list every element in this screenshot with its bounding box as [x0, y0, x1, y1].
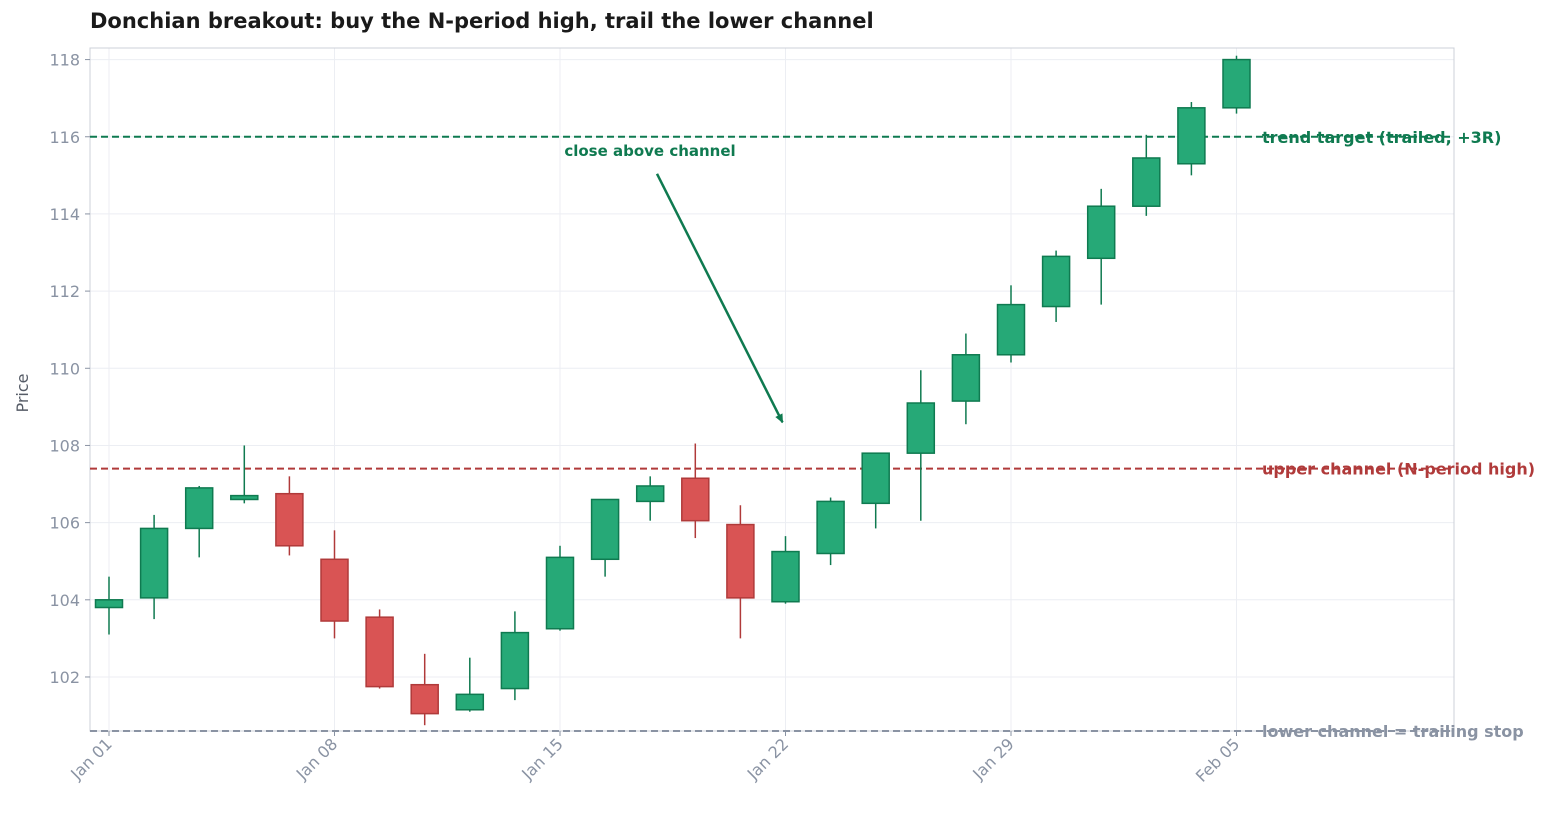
candle-up — [1132, 134, 1161, 216]
candle-down — [681, 443, 710, 539]
candle-up — [590, 498, 620, 577]
reference-line-label: upper channel (N-period high) — [1262, 460, 1535, 479]
candle-body — [365, 616, 394, 688]
candle-up — [139, 514, 169, 620]
x-tick-label: Jan 08 — [292, 734, 342, 784]
candles — [94, 55, 1251, 726]
candle-body — [1132, 157, 1161, 207]
y-tick-label: 104 — [49, 591, 80, 610]
candle-body — [726, 523, 755, 599]
candle-body — [1177, 107, 1206, 165]
candle-down — [275, 476, 304, 556]
candle-body — [455, 693, 485, 711]
candle-down — [410, 653, 439, 726]
candle-up — [861, 452, 890, 529]
y-tick-label: 106 — [49, 514, 80, 533]
candle-body — [590, 498, 620, 561]
y-tick-label: 112 — [49, 282, 80, 301]
candle-body — [500, 631, 530, 690]
candle-up — [1041, 250, 1071, 322]
candle-up — [771, 536, 800, 604]
x-tick-label: Jan 15 — [517, 734, 567, 784]
candle-body — [1086, 205, 1116, 260]
candle-up — [951, 333, 981, 425]
grid-lines — [90, 48, 1454, 731]
candle-up — [996, 285, 1026, 363]
candle-up — [94, 576, 124, 635]
candle-body — [996, 303, 1026, 356]
x-tick-label: Jan 29 — [968, 734, 1018, 784]
reference-line-label: lower channel = trailing stop — [1262, 722, 1524, 741]
candle-body — [410, 683, 439, 715]
candle-body — [681, 477, 710, 522]
y-tick-label: 102 — [49, 668, 80, 687]
candle-down — [365, 609, 394, 689]
y-tick-label: 110 — [49, 359, 80, 378]
annotation-label: close above channel — [564, 142, 735, 160]
candle-body — [1222, 58, 1251, 109]
candle-up — [184, 485, 214, 558]
candle-up — [816, 497, 845, 566]
y-axis-label: Price — [13, 373, 32, 412]
candle-up — [635, 476, 665, 521]
candle-down — [726, 505, 755, 639]
candle-up — [906, 370, 936, 521]
candle-up — [1086, 188, 1116, 305]
candle-up — [230, 445, 259, 504]
candle-up — [500, 611, 530, 701]
candle-body — [861, 452, 890, 505]
candle-body — [320, 558, 349, 622]
y-tick-label: 116 — [49, 128, 80, 147]
x-axis-ticks: Jan 01 Jan 08 Jan 15 Jan 22 Jan 29 Feb 05 — [66, 731, 1243, 786]
candle-up — [1222, 55, 1251, 114]
y-tick-label: 118 — [49, 51, 80, 70]
candle-up — [1177, 102, 1206, 176]
candle-down — [320, 530, 349, 639]
candle-body — [1041, 255, 1071, 308]
y-axis-ticks: 102 104 106 108 110 112 114 116 118 — [49, 51, 90, 687]
reference-line-label: trend target (trailed, +3R) — [1262, 128, 1501, 147]
candle-body — [906, 402, 936, 454]
candle-up — [455, 657, 485, 712]
candle-body — [771, 550, 800, 603]
candle-body — [184, 487, 214, 530]
plot-frame — [89, 47, 1455, 732]
candle-body — [139, 527, 169, 599]
x-tick-label: Jan 22 — [743, 734, 793, 784]
reference-lines: trend target (trailed, +3R) upper channel… — [90, 128, 1535, 741]
chart-title: Donchian breakout: buy the N-period high… — [90, 9, 874, 33]
x-tick-label: Jan 01 — [66, 734, 116, 784]
candle-up — [545, 545, 575, 631]
candle-body — [230, 494, 259, 501]
candle-body — [951, 354, 981, 402]
candle-body — [816, 500, 845, 555]
y-tick-label: 108 — [49, 436, 80, 455]
x-tick-label: Feb 05 — [1192, 734, 1243, 785]
candle-body — [635, 485, 665, 503]
candle-body — [545, 556, 575, 630]
annotation-arrow — [655, 173, 784, 424]
annotation: close above channel — [564, 142, 784, 424]
y-tick-label: 114 — [49, 205, 80, 224]
candle-body — [94, 599, 124, 609]
candle-body — [275, 492, 304, 547]
